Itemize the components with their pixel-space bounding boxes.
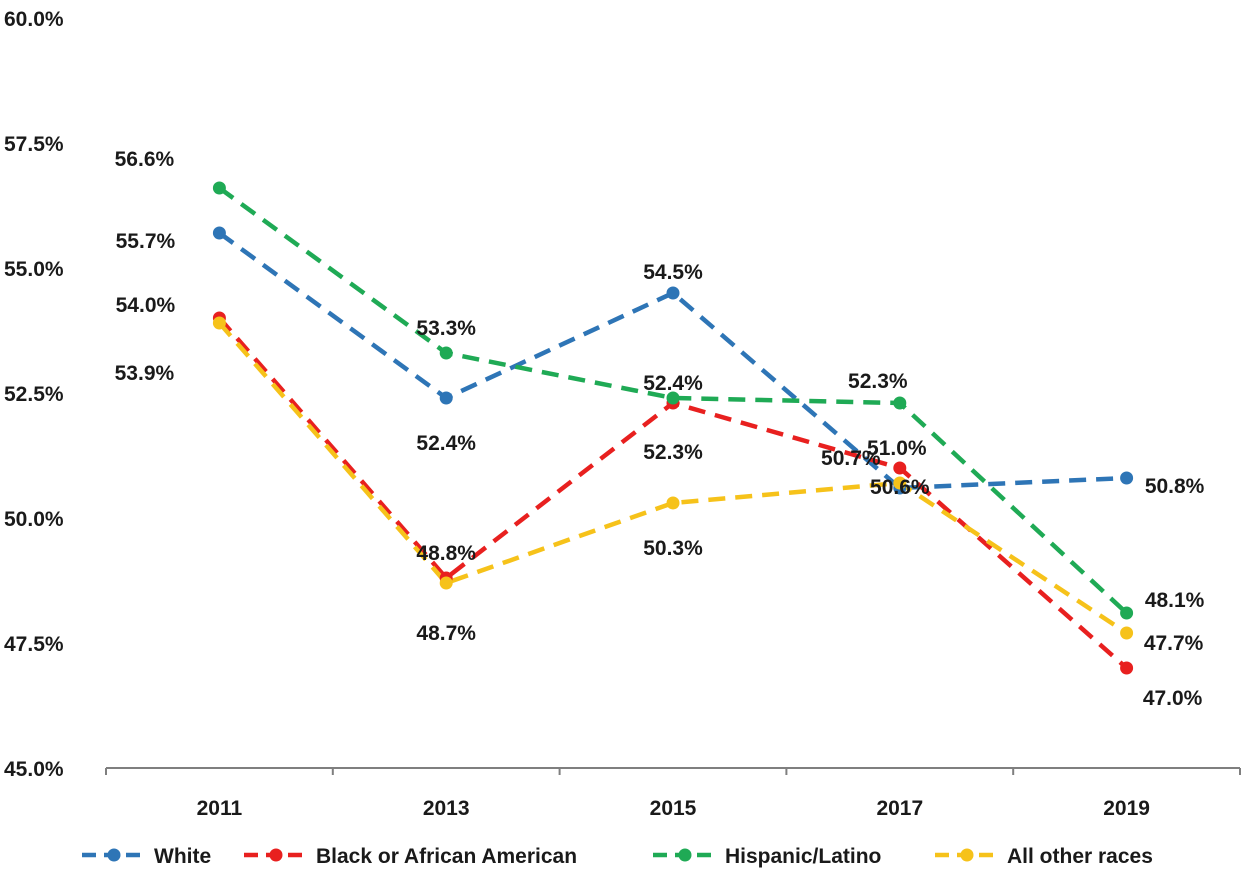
data-label: 47.7% [1144,632,1204,655]
x-tick-label: 2011 [197,797,243,820]
series-points-layer [212,181,1134,675]
data-label: 52.3% [848,370,908,393]
data-point [893,461,907,475]
data-point [1120,606,1134,620]
data-point [212,181,226,195]
legend-swatch-marker [107,848,121,862]
legend-label: Black or African American [316,845,577,868]
x-tick-label: 2013 [423,797,470,820]
data-label: 50.8% [1145,475,1205,498]
axis-layer: 2011 2013 2015 2017 2019 45.0% 47.5% 50.0% 52.5%… [4,8,1241,820]
data-label: 53.9% [115,362,175,385]
series-line-0 [218,231,1127,491]
y-tick-label: 52.5% [4,383,64,406]
legend-swatch-marker [678,848,692,862]
y-tick-label: 45.0% [4,758,64,781]
y-tick-label: 47.5% [4,633,64,656]
series-line-3 [217,321,1128,635]
data-point [893,476,907,490]
series-line-1 [217,316,1129,670]
data-label: 54.5% [643,261,703,284]
x-tick-label: 2019 [1103,797,1150,820]
y-tick-label: 57.5% [4,133,64,156]
data-label: 52.3% [643,441,703,464]
data-point [212,316,226,330]
y-tick-label: 60.0% [4,8,64,31]
data-labels-layer: 55.7% 52.4% 54.5% 50.6% 50.8% 54.0% 48.8% 52.3%… [115,148,1205,710]
series-line-2 [218,186,1129,615]
data-label: 48.8% [416,542,476,565]
data-point [439,576,453,590]
data-label: 50.3% [643,537,703,560]
data-point [666,496,680,510]
data-point [212,226,226,240]
data-label: 53.3% [416,317,476,340]
data-point [666,286,680,300]
x-tick-label: 2015 [650,797,697,820]
data-point [1120,626,1134,640]
data-point [439,346,453,360]
legend: White Black or African American Hispanic/L… [82,845,1153,868]
data-label: 51.0% [867,437,927,460]
data-label: 52.4% [416,432,476,455]
data-label: 48.7% [416,622,476,645]
data-label: 52.4% [643,372,703,395]
y-tick-label: 50.0% [4,508,64,531]
legend-label: Hispanic/Latino [725,845,881,868]
data-label: 56.6% [115,148,175,171]
legend-label: White [154,845,211,868]
data-label: 47.0% [1143,687,1203,710]
data-label: 55.7% [116,230,176,253]
data-point [666,391,680,405]
data-point [893,396,907,410]
legend-label: All other races [1007,845,1153,868]
data-label: 50.6% [870,476,930,499]
data-label: 54.0% [116,294,176,317]
x-tick-label: 2017 [876,797,923,820]
legend-swatch-marker [960,848,974,862]
data-point [1120,661,1134,675]
y-tick-label: 55.0% [4,258,64,281]
data-point [439,391,453,405]
data-point [1120,471,1134,485]
data-label: 50.7% [821,447,881,470]
series-lines-layer [217,186,1129,670]
legend-swatch-marker [269,848,283,862]
data-label: 48.1% [1145,589,1205,612]
